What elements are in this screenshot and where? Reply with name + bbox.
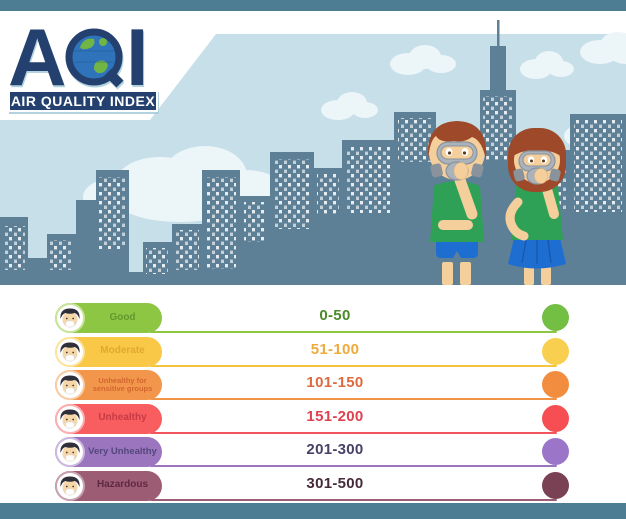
level-pill: Hazardous <box>55 470 162 501</box>
level-label: Very Unhealthy <box>88 446 157 458</box>
aqi-level-row-moderate: Moderate 51-100 <box>0 336 626 367</box>
level-pill: Good <box>55 303 162 333</box>
masked-child-face-icon <box>57 405 83 432</box>
masked-child-face-icon <box>57 439 83 465</box>
masked-child-face-icon <box>57 305 83 331</box>
level-range: 201-300 <box>306 441 364 458</box>
level-connector-line <box>150 498 557 501</box>
logo-letter-a: A <box>8 14 67 88</box>
level-dot <box>542 438 569 465</box>
level-range: 0-50 <box>319 307 351 324</box>
level-dot <box>542 404 569 432</box>
level-pill: Moderate <box>55 336 162 367</box>
level-dot <box>542 471 569 499</box>
globe-icon <box>65 28 124 88</box>
masked-girl-illustration <box>505 128 566 285</box>
level-pill: Unhealthy for sensitive groups <box>55 370 162 400</box>
level-connector-line <box>150 364 557 367</box>
level-dot <box>542 304 569 331</box>
aqi-scale: Good 0-50 Moderate 51-100 Unhealthy for … <box>0 303 626 504</box>
logo-letter-i: I <box>126 14 149 88</box>
level-connector-line <box>150 431 557 434</box>
logo-banner: AIR QUALITY INDEX <box>8 90 158 112</box>
level-label: Good <box>109 311 136 323</box>
aqi-level-row-very-unhealthy: Very Unhealthy 201-300 <box>0 437 626 467</box>
level-range: 101-150 <box>306 374 364 391</box>
level-label: Hazardous <box>96 479 149 491</box>
level-range: 301-500 <box>306 474 364 492</box>
aqi-level-row-hazardous: Hazardous 301-500 <box>0 470 626 501</box>
aqi-level-row-unhealthy-sensitive: Unhealthy for sensitive groups 101-150 <box>0 370 626 400</box>
top-border-bar <box>0 0 626 11</box>
masked-child-face-icon <box>57 338 83 365</box>
level-range: 151-200 <box>306 407 364 425</box>
level-pill: Very Unhealthy <box>55 437 162 467</box>
level-dot <box>542 371 569 398</box>
aqi-logo: A I AIR QUALITY INDEX <box>8 14 158 112</box>
masked-child-face-icon <box>57 372 83 398</box>
city-scene-illustration <box>0 20 626 285</box>
level-connector-line <box>150 331 557 333</box>
level-connector-line <box>150 465 557 467</box>
level-label: Unhealthy <box>98 412 147 424</box>
masked-child-face-icon <box>57 472 83 499</box>
level-dot <box>542 337 569 365</box>
aqi-level-row-unhealthy: Unhealthy 151-200 <box>0 403 626 434</box>
level-connector-line <box>150 398 557 400</box>
bottom-border-bar <box>0 503 626 519</box>
level-range: 51-100 <box>310 340 360 358</box>
level-label: Moderate <box>100 345 145 357</box>
level-pill: Unhealthy <box>55 403 162 434</box>
level-label: Unhealthy for sensitive groups <box>92 376 153 393</box>
aqi-level-row-good: Good 0-50 <box>0 303 626 333</box>
masked-boy-illustration <box>427 121 487 285</box>
